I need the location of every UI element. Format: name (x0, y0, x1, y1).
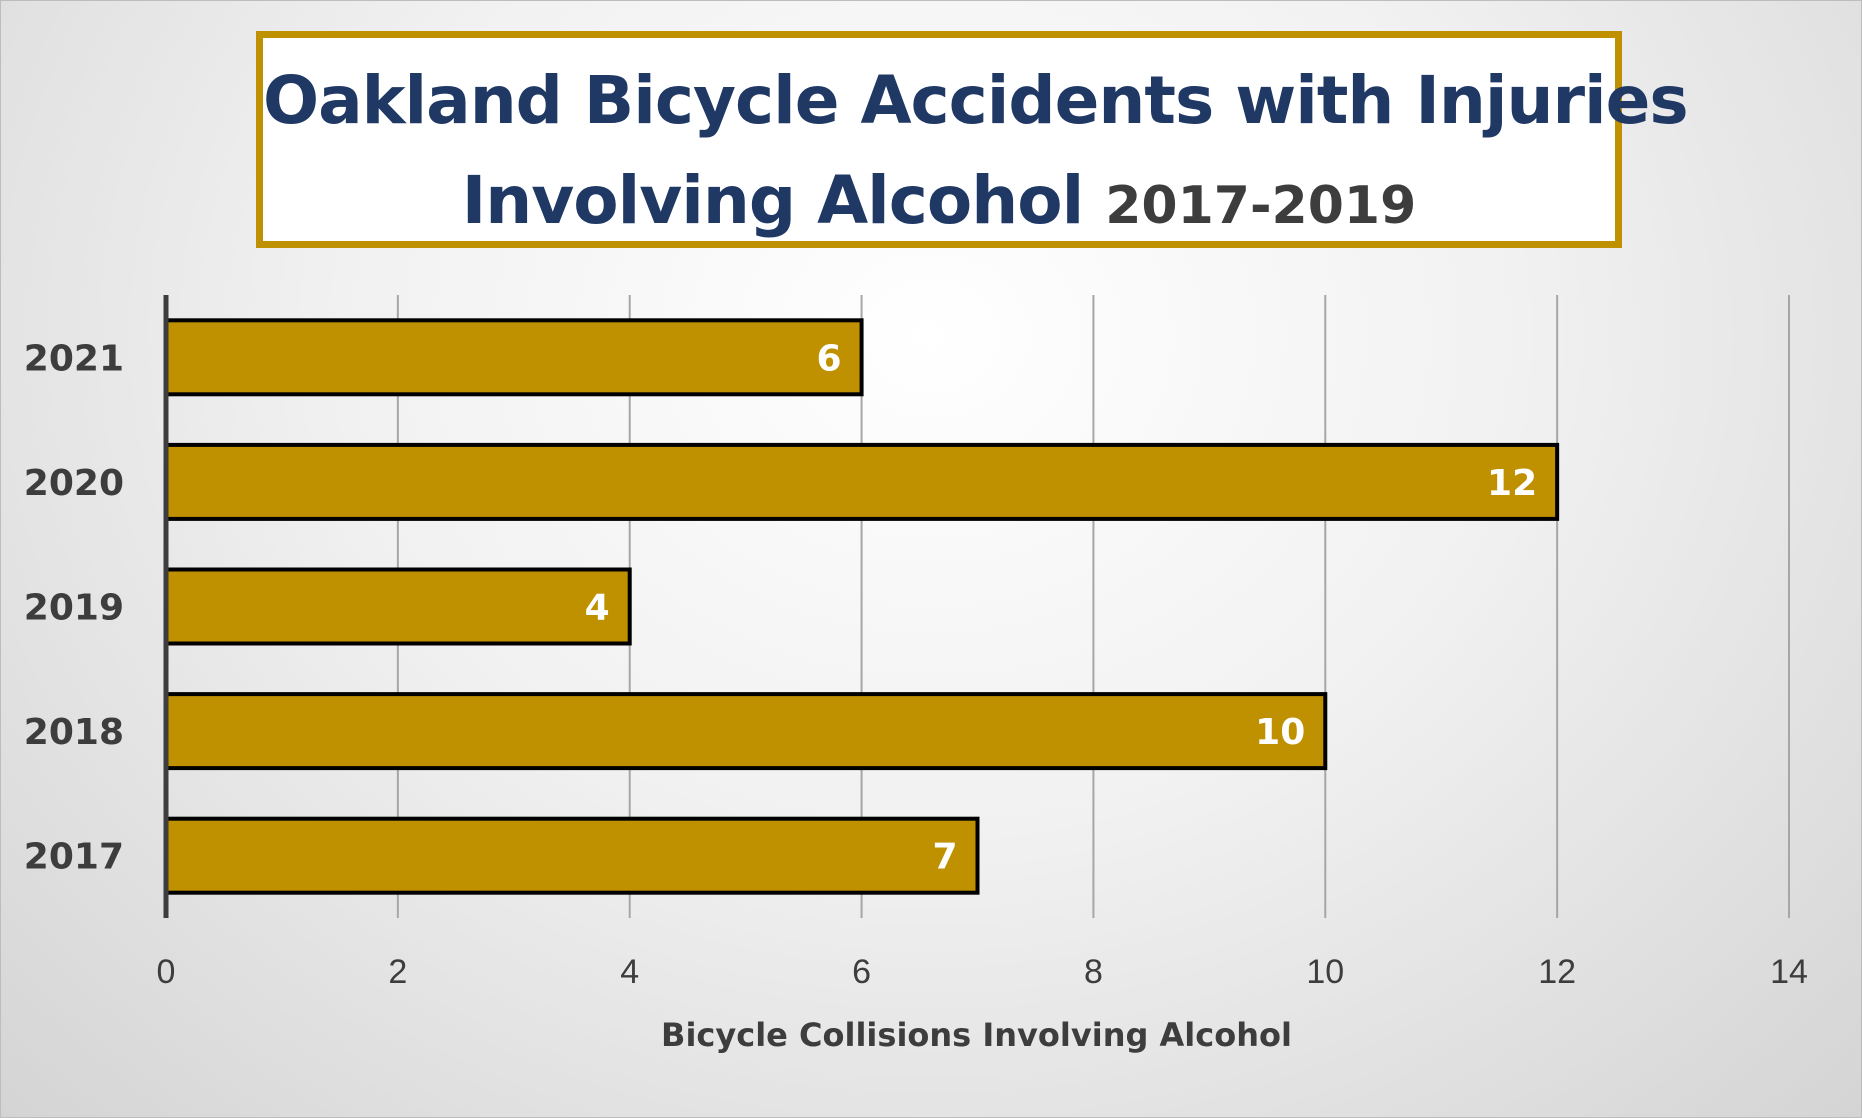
x-tick-label-10: 10 (1306, 953, 1344, 991)
category-label-2020: 2020 (24, 463, 124, 504)
x-tick-label-0: 0 (157, 953, 176, 991)
data-label-2018: 10 (1255, 712, 1305, 753)
category-label-2021: 2021 (24, 338, 124, 379)
x-tick-label-4: 4 (620, 953, 639, 991)
data-label-2020: 12 (1487, 463, 1537, 504)
chart-title-suffix: 2017-2019 (1105, 176, 1417, 236)
category-label-2017: 2017 (24, 837, 124, 878)
data-label-2017: 7 (932, 837, 957, 878)
category-label-2019: 2019 (24, 588, 124, 629)
bar-2021 (164, 318, 864, 397)
bar-2018 (164, 692, 1328, 771)
chart-title-line2-text: Involving Alcohol (461, 162, 1085, 239)
category-labels: 2017 2018 2019 2020 2021 (24, 338, 124, 877)
data-label-2021: 6 (817, 338, 842, 379)
x-tick-label-12: 12 (1538, 953, 1576, 991)
bar-2017 (164, 816, 980, 895)
chart-title-line2: Involving Alcohol 2017-2019 (263, 168, 1615, 234)
x-tick-label-6: 6 (852, 953, 871, 991)
x-axis-title: Bicycle Collisions Involving Alcohol (661, 1016, 1292, 1054)
chart-title: Oakland Bicycle Accidents with Injuries (263, 62, 1689, 139)
data-label-2019: 4 (585, 588, 610, 629)
x-tick-label-2: 2 (388, 953, 407, 991)
bars: 7 10 4 12 6 (164, 318, 1560, 895)
x-tick-label-8: 8 (1084, 953, 1103, 991)
bar-2020 (164, 442, 1560, 521)
bar-2019 (164, 567, 632, 646)
x-tick-label-14: 14 (1770, 953, 1808, 991)
chart-title-box: Oakland Bicycle Accidents with Injuries … (256, 31, 1689, 248)
category-label-2018: 2018 (24, 712, 124, 753)
x-tick-labels: 0 2 4 6 8 10 12 14 (157, 953, 1808, 991)
